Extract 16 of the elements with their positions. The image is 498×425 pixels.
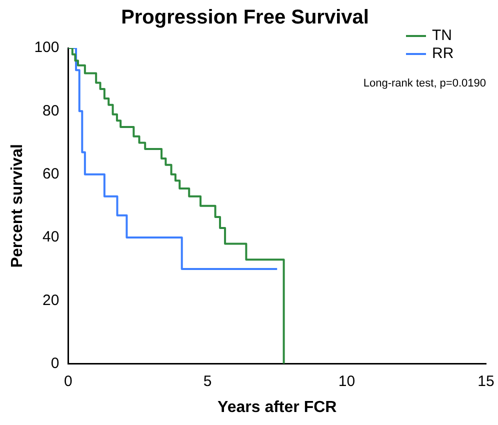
y-axis-title: Percent survival [9,144,26,268]
y-tick-label: 100 [34,39,60,56]
x-tick-label: 5 [203,372,212,390]
y-tick-label: 60 [42,165,60,182]
y-tick-label: 20 [42,292,60,309]
legend-label: RR [432,45,454,62]
x-tick-label: 10 [338,372,356,390]
y-tick-label: 80 [42,102,60,120]
chart-title: Progression Free Survival [121,6,369,29]
annotation: Long-rank test, p=0.0190 [363,78,486,90]
x-tick-label: 0 [64,372,72,390]
legend-label: TN [432,27,452,44]
x-axis-title: Years after FCR [218,398,338,416]
y-tick-label: 0 [50,354,60,372]
x-tick-label: 15 [478,372,494,390]
y-tick-label: 40 [42,228,60,246]
